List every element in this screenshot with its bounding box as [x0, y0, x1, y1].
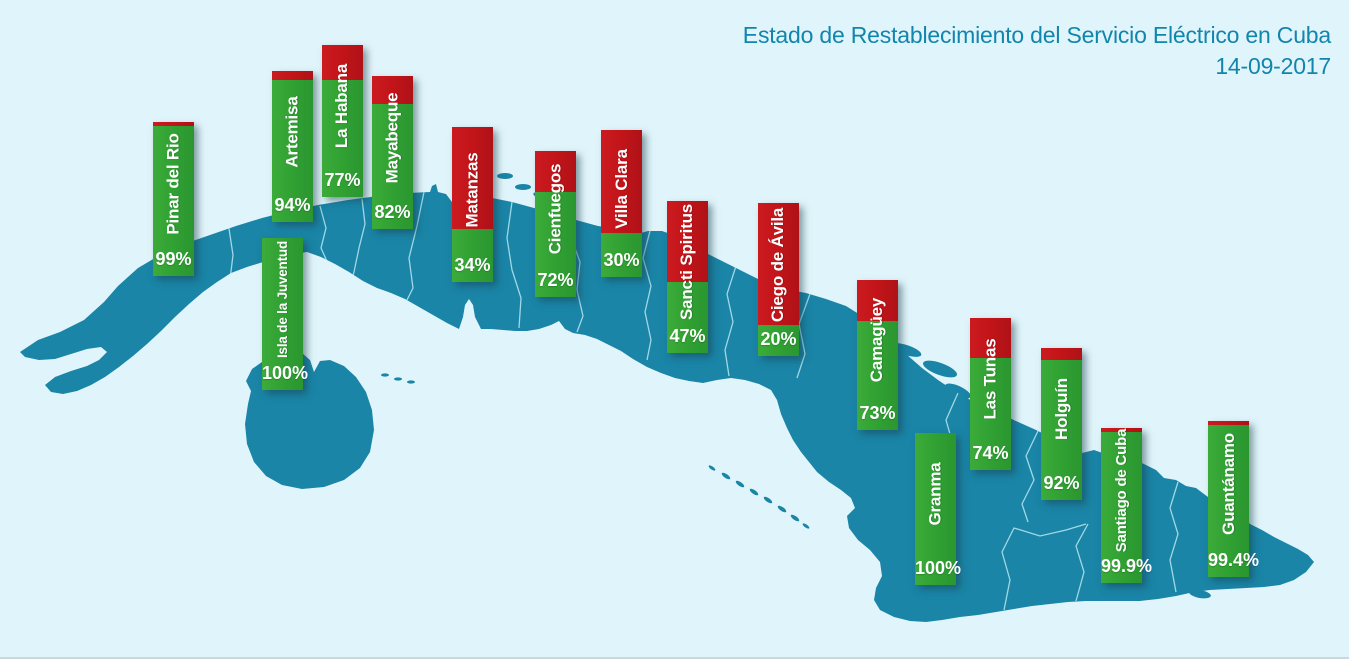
outage-segment	[1041, 348, 1082, 360]
outage-segment	[758, 203, 799, 325]
province-name-text: Sancti Spiritus	[677, 203, 697, 321]
chart-title-line2: 14-09-2017	[1215, 52, 1331, 79]
outage-segment	[601, 130, 642, 233]
province-name-text: Granma	[925, 462, 945, 526]
chart-title-line1: Estado de Restablecimiento del Servicio …	[742, 22, 1331, 48]
offshore-cays	[381, 173, 1211, 599]
province-name-label: Las Tunas	[970, 318, 1011, 440]
province-bar-matanzas: Matanzas 34%	[452, 127, 493, 282]
province-bar-holguin: Holguín 92%	[1041, 348, 1082, 500]
province-name-text: Isla de la Juventud	[275, 240, 290, 358]
province-bar-isla-de-la-juventud: Isla de la Juventud 100%	[262, 238, 309, 390]
restoration-percentage: 100%	[262, 363, 309, 383]
province-bar-mayabeque: Mayabeque 82%	[372, 76, 413, 229]
province-bar-cienfuegos: Cienfuegos 72%	[535, 151, 576, 297]
restoration-percentage: 100%	[915, 558, 962, 578]
province-name-label: Granma	[915, 433, 956, 555]
restoration-percentage: 30%	[603, 250, 640, 270]
restoration-percentage: 99.4%	[1208, 550, 1260, 570]
restoration-percentage: 74%	[972, 443, 1009, 463]
restoration-percentage: 73%	[859, 403, 896, 423]
province-bar-guantanamo: Guantánamo 99.4%	[1208, 421, 1260, 577]
cuba-mainland-shape	[20, 184, 1314, 622]
province-name-text: Las Tunas	[980, 338, 1000, 420]
outage-segment	[452, 127, 493, 229]
province-bar-la-habana: La Habana 77%	[322, 45, 363, 197]
province-name-label: Santiago de Cuba	[1101, 428, 1142, 553]
restoration-percentage: 82%	[374, 202, 411, 222]
restoration-percentage: 77%	[324, 170, 361, 190]
restoration-percentage: 99.9%	[1101, 556, 1153, 576]
province-name-text: Camagüey	[867, 297, 887, 383]
province-name-text: Artemisa	[282, 95, 302, 168]
province-name-text: Santiago de Cuba	[1113, 428, 1131, 553]
province-bar-santiago-de-cuba: Santiago de Cuba 99.9%	[1101, 428, 1153, 583]
restoration-percentage: 94%	[274, 195, 311, 215]
province-name-text: Guantánamo	[1218, 433, 1238, 535]
province-name-text: Holguín	[1051, 378, 1071, 440]
province-name-label: Mayabeque	[372, 76, 413, 199]
restoration-percentage: 34%	[454, 255, 491, 275]
province-name-label: Camagüey	[857, 280, 898, 400]
chart-title: Estado de Restablecimiento del Servicio …	[743, 20, 1331, 82]
province-bar-pinar-del-rio: Pinar del Rio 99%	[153, 122, 194, 276]
outage-segment	[667, 201, 708, 282]
province-name-text: La Habana	[332, 63, 352, 149]
outage-segment	[272, 71, 313, 80]
restoration-percentage: 72%	[537, 270, 574, 290]
province-name-text: Mayabeque	[382, 92, 402, 183]
province-name-label: Isla de la Juventud	[262, 238, 303, 360]
province-bar-artemisa: Artemisa 94%	[272, 71, 313, 222]
province-bar-camaguey: Camagüey 73%	[857, 280, 898, 430]
outage-segment	[153, 122, 194, 126]
province-name-text: Matanzas	[462, 152, 482, 227]
outage-segment	[535, 151, 576, 192]
province-name-text: Cienfuegos	[545, 163, 565, 255]
outage-segment	[1101, 428, 1142, 432]
province-name-label: La Habana	[322, 45, 363, 167]
restoration-percentage: 99%	[155, 249, 192, 269]
province-name-label: Ciego de Ávila	[758, 203, 799, 326]
province-bar-granma: Granma 100%	[915, 433, 962, 585]
outage-segment	[970, 318, 1011, 358]
province-name-text: Ciego de Ávila	[768, 207, 788, 322]
province-bar-villa-clara: Villa Clara 30%	[601, 130, 642, 277]
restoration-percentage: 92%	[1043, 473, 1080, 493]
restoration-percentage: 20%	[760, 329, 797, 349]
outage-segment	[857, 280, 898, 321]
province-bar-sancti-spiritus: Sancti Spiritus 47%	[667, 201, 708, 353]
province-name-label: Sancti Spiritus	[667, 201, 708, 323]
province-name-label: Guantánamo	[1208, 421, 1249, 547]
province-name-label: Villa Clara	[601, 130, 642, 247]
outage-segment	[1208, 421, 1249, 425]
province-name-label: Cienfuegos	[535, 151, 576, 267]
province-bar-ciego-de-avila: Ciego de Ávila 20%	[758, 203, 799, 356]
province-borders	[227, 191, 1179, 611]
province-name-label: Pinar del Rio	[153, 122, 194, 246]
province-name-label: Holguín	[1041, 348, 1082, 470]
restoration-percentage: 47%	[669, 326, 706, 346]
province-bar-las-tunas: Las Tunas 74%	[970, 318, 1011, 470]
outage-segment	[322, 45, 363, 80]
outage-segment	[372, 76, 413, 104]
province-name-text: Pinar del Rio	[163, 133, 183, 235]
province-name-text: Villa Clara	[611, 148, 631, 229]
province-name-label: Matanzas	[452, 127, 493, 252]
province-name-label: Artemisa	[272, 71, 313, 192]
